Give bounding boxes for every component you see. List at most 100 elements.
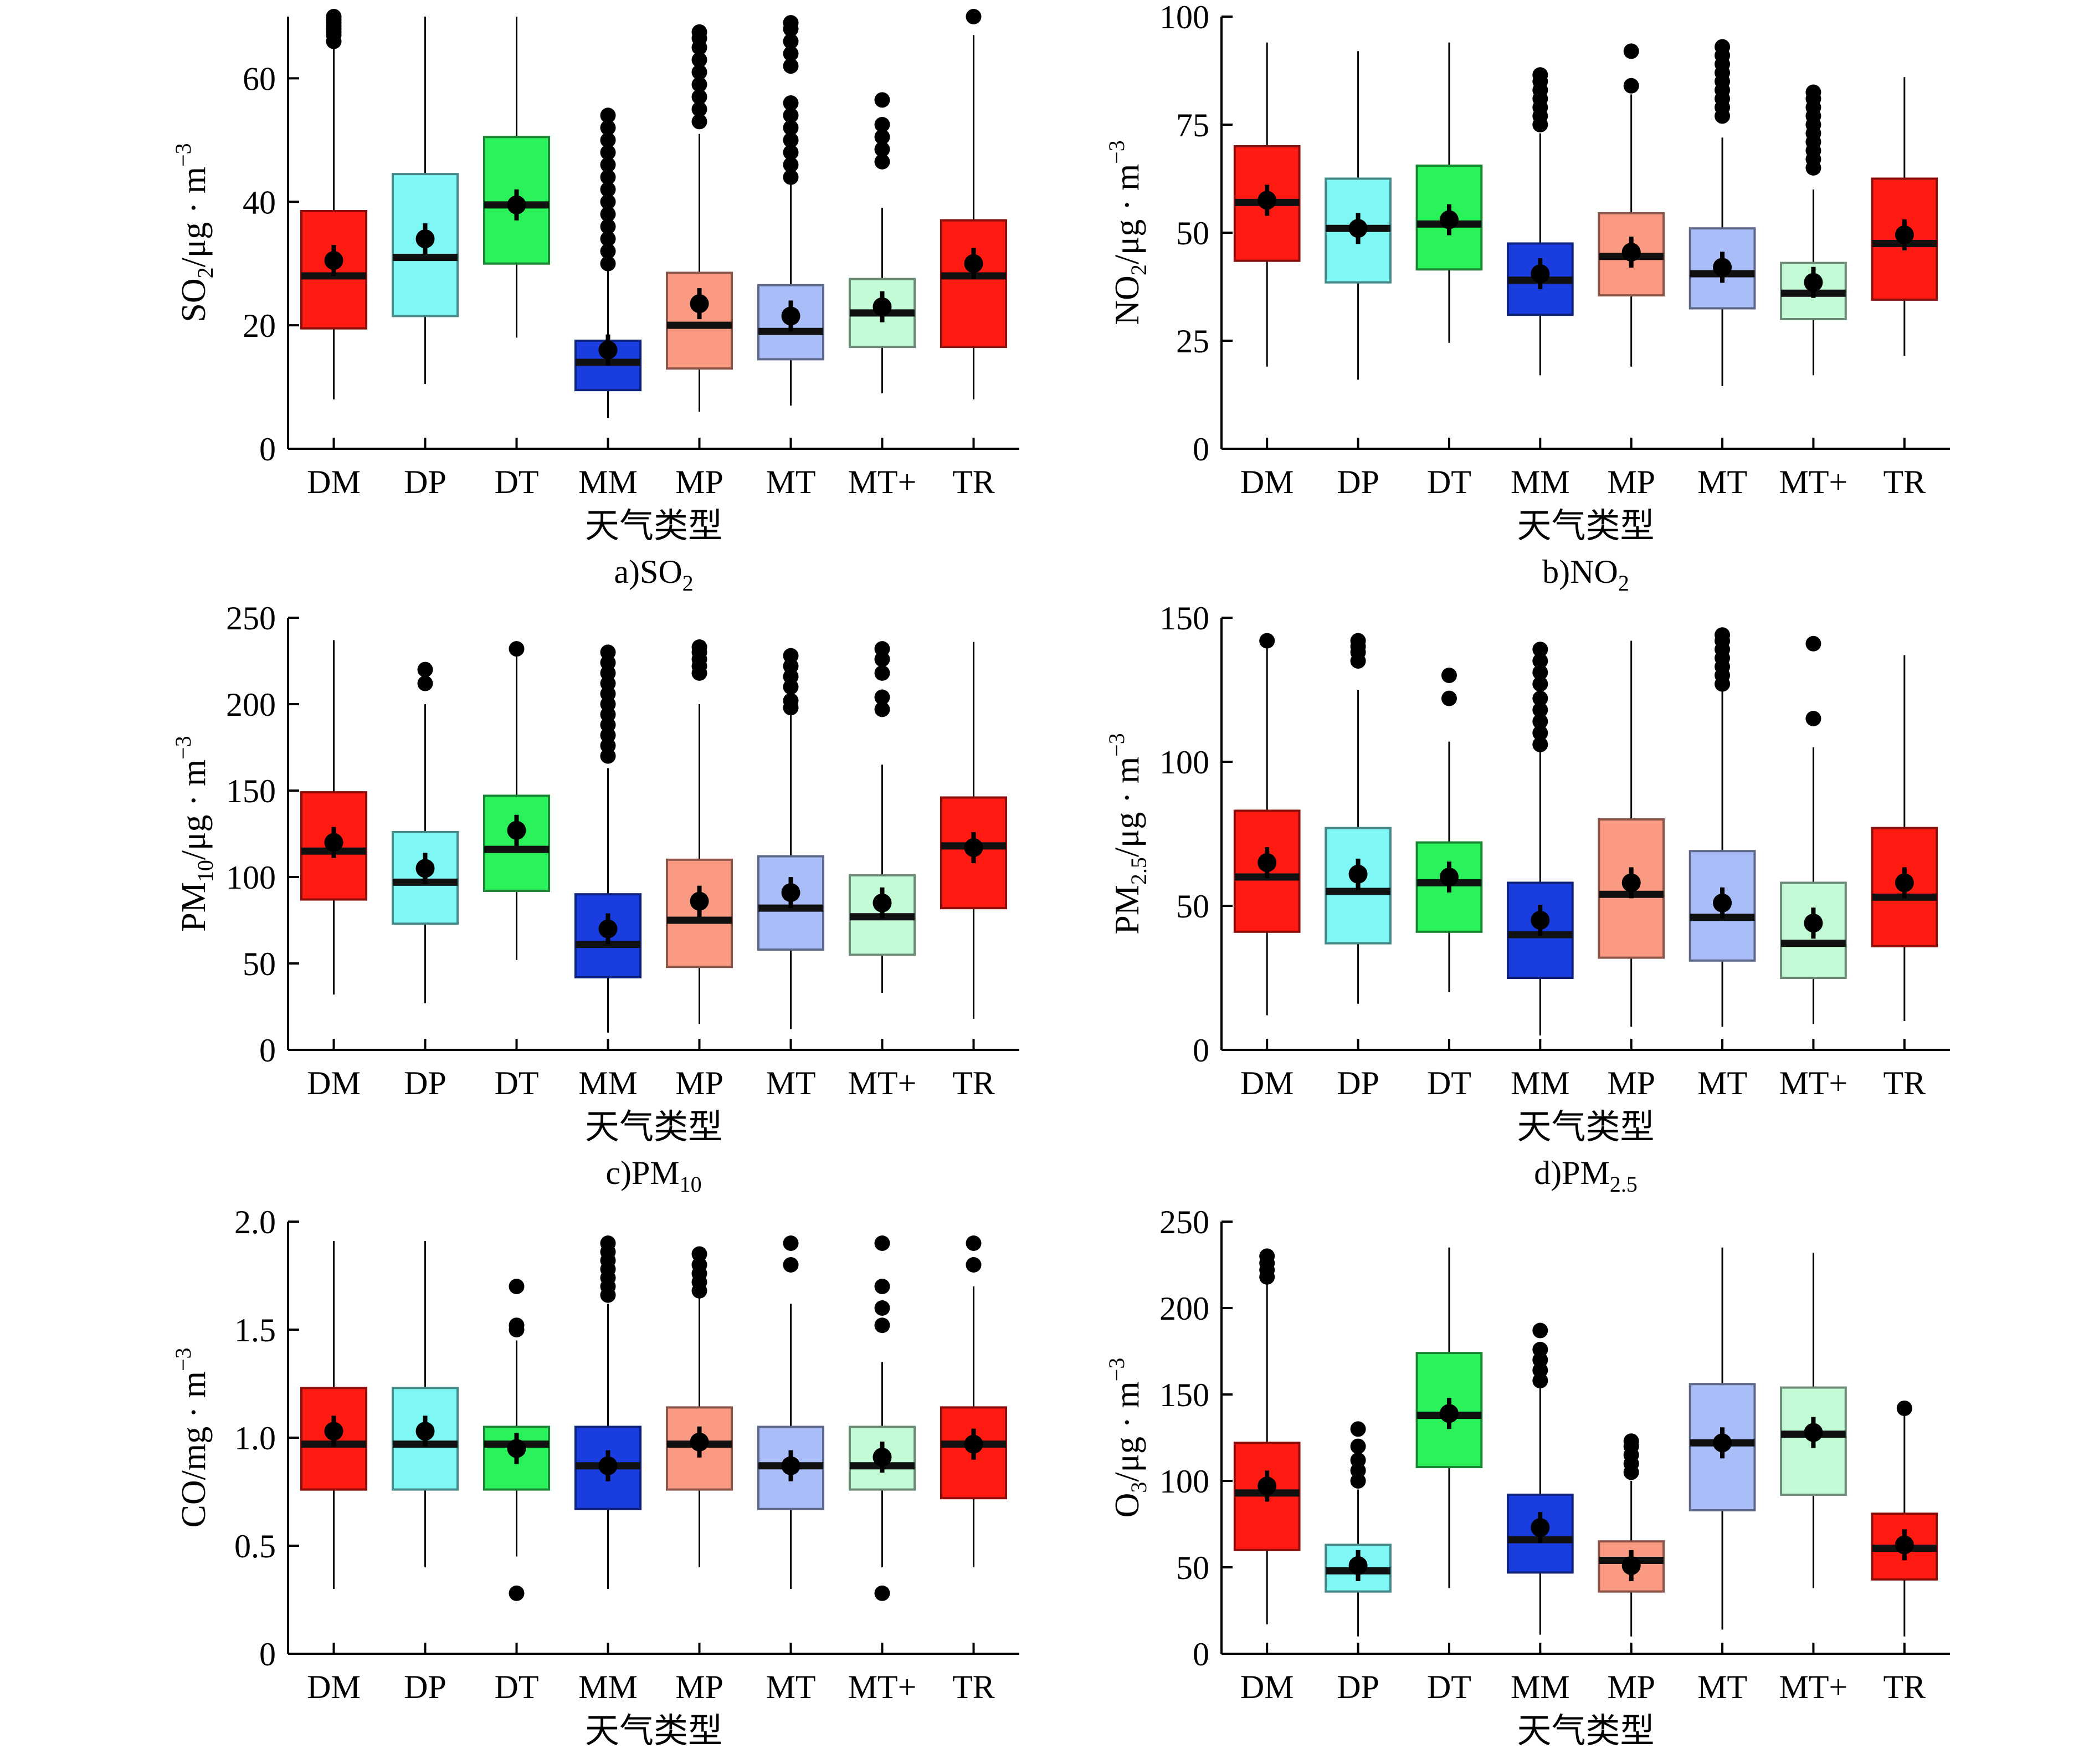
outlier-point: [1532, 676, 1548, 692]
x-tick-label-tr: TR: [1883, 1669, 1926, 1705]
x-tick-label-mm: MM: [1511, 1669, 1570, 1705]
box-tr: [1871, 655, 1938, 1021]
mean-marker-bar: [788, 300, 793, 332]
outlier-point: [783, 33, 799, 49]
x-tick-label-dt: DT: [1427, 1065, 1471, 1101]
box-dt: [1415, 668, 1483, 992]
y-tick-label: 250: [226, 600, 276, 637]
y-tick-label: 0: [1193, 431, 1209, 468]
y-tick-label: 40: [243, 184, 276, 221]
x-tick-label-dt: DT: [495, 464, 539, 500]
outlier-point: [691, 114, 707, 130]
box-mm: [1506, 67, 1574, 376]
y-tick-label: 1.0: [234, 1420, 276, 1457]
outlier-point: [966, 9, 982, 24]
x-tick-label-mm: MM: [578, 1669, 638, 1705]
mean-marker-bar: [1538, 1512, 1543, 1544]
x-tick-label-dt: DT: [1427, 464, 1471, 500]
x-tick-label-mp: MP: [675, 1065, 723, 1101]
y-tick-label: 150: [1159, 600, 1209, 637]
mean-marker-bar: [1538, 905, 1543, 936]
x-tick-label-mt: MT: [766, 464, 816, 500]
mean-marker-bar: [971, 248, 976, 279]
x-tick-label-mtplus: MT+: [848, 1669, 917, 1705]
box-mm: [1506, 642, 1574, 1035]
mean-marker-bar: [331, 827, 336, 858]
outlier-point: [600, 194, 616, 210]
x-tick-label-mp: MP: [1607, 464, 1655, 500]
panel-caption: d)PM2.5: [1534, 1155, 1638, 1197]
y-tick-label: 50: [1176, 1550, 1209, 1586]
x-tick-label-mt: MT: [1697, 1065, 1747, 1101]
mean-marker-bar: [1356, 1550, 1361, 1581]
mean-marker-bar: [1902, 1529, 1907, 1561]
outlier-point: [1532, 690, 1548, 706]
x-tick-label-dp: DP: [404, 1065, 446, 1101]
box-mp: [665, 639, 733, 1024]
y-tick-label: 50: [1176, 215, 1209, 252]
outlier-point: [509, 1279, 525, 1294]
panel-a: 0 20 40 60 DM DP DT MM MP MT MT+ TR 天气类型 a)SO2 SO2/μg …: [171, 9, 1019, 596]
outlier-point: [783, 1235, 799, 1251]
outlier-point: [874, 1235, 890, 1251]
box-dm: [300, 9, 368, 399]
mean-marker-bar: [1356, 213, 1361, 244]
x-tick-label-mp: MP: [1607, 1669, 1655, 1705]
y-tick-label: 2.0: [234, 1204, 276, 1240]
outlier-point: [1623, 1433, 1639, 1449]
outlier-point: [509, 1317, 525, 1334]
panel-caption: b)NO2: [1542, 553, 1629, 596]
x-tick-label-mm: MM: [1511, 464, 1570, 500]
y-tick-label: 200: [1159, 1290, 1209, 1327]
outlier-point: [600, 255, 616, 271]
mean-marker-bar: [514, 1433, 519, 1464]
x-tick-label-mtplus: MT+: [1779, 1065, 1848, 1101]
box-dp: [1325, 1421, 1392, 1637]
x-tick-label-dm: DM: [1240, 464, 1294, 500]
box-dp: [391, 1241, 459, 1567]
mean-marker-bar: [1265, 847, 1270, 878]
box-dp: [1325, 633, 1392, 1004]
mean-marker-bar: [697, 885, 702, 917]
box-mt: [757, 648, 825, 1029]
outlier-point: [1350, 1421, 1366, 1437]
mean-marker-bar: [423, 223, 428, 255]
x-tick-label-dp: DP: [1337, 464, 1379, 500]
box-mm: [574, 644, 642, 1033]
mean-marker-bar: [1356, 858, 1361, 890]
mean-marker-bar: [1446, 204, 1451, 235]
x-tick-label-mm: MM: [578, 1065, 638, 1101]
outlier-point: [1715, 627, 1731, 643]
box-mm: [1506, 1322, 1574, 1635]
outlier-point: [691, 89, 707, 105]
outlier-point: [1532, 642, 1548, 658]
y-axis-title: O3/μg · m−3: [1104, 1358, 1151, 1518]
x-tick-label-tr: TR: [1883, 464, 1926, 500]
outlier-point: [1441, 690, 1457, 706]
box-tr: [940, 1235, 1008, 1567]
x-tick-label-dm: DM: [307, 1669, 361, 1705]
outlier-point: [1350, 633, 1366, 649]
outlier-point: [1805, 84, 1821, 100]
iqr-box: [848, 1425, 916, 1491]
outlier-point: [1532, 702, 1548, 718]
mean-marker-bar: [880, 1442, 885, 1473]
iqr-box: [391, 1387, 459, 1491]
x-tick-label-mtplus: MT+: [848, 464, 917, 500]
panel-e: 0 0.5 1.0 1.5 2.0 DM DP DT MM MP MT MT+ TR 天气类型 e)CO CO…: [171, 1204, 1019, 1764]
x-tick-label-mp: MP: [675, 464, 723, 500]
y-tick-label: 25: [1176, 323, 1209, 360]
mean-marker-bar: [788, 1450, 793, 1481]
mean-marker-bar: [423, 1416, 428, 1447]
box-mp: [1598, 640, 1665, 1027]
y-axis-title: SO2/μg · m−3: [171, 143, 218, 322]
y-tick-label: 150: [1159, 1377, 1209, 1413]
x-tick-label-mtplus: MT+: [848, 1065, 917, 1101]
x-tick-label-tr: TR: [952, 464, 995, 500]
box-mt: [1688, 39, 1756, 386]
y-tick-label: 0: [1193, 1636, 1209, 1673]
panel-caption: c)PM10: [605, 1155, 701, 1197]
x-axis-title: 天气类型: [1517, 1109, 1654, 1146]
mean-marker-bar: [1629, 237, 1634, 268]
